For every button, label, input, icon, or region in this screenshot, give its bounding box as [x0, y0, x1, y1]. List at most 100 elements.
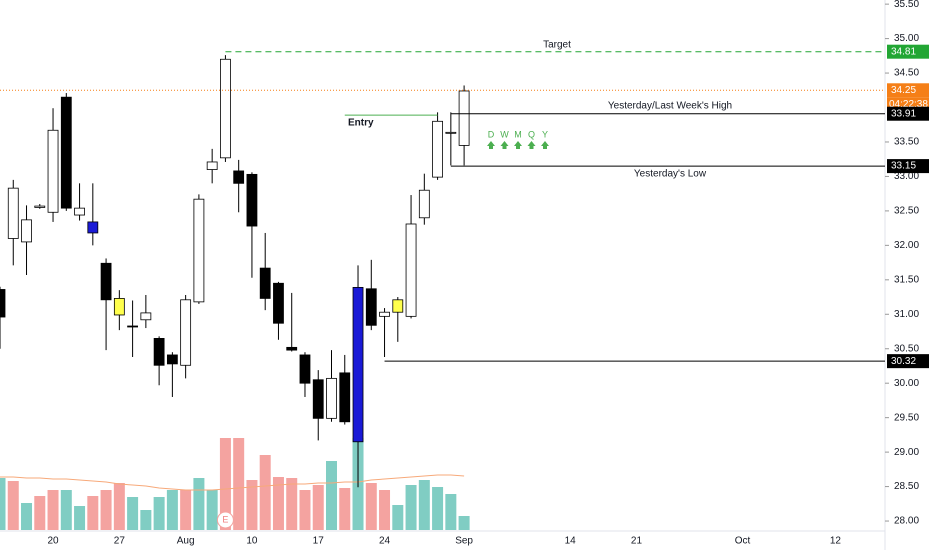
signal-arrow — [487, 141, 495, 149]
candle-body — [312, 379, 324, 419]
volume-bar — [34, 496, 46, 530]
signal-label: D — [488, 129, 495, 139]
candle-body — [140, 312, 152, 321]
level-label: Target — [543, 39, 571, 50]
volume-bar — [166, 490, 178, 530]
candle-body — [286, 346, 298, 351]
x-tick-label: 10 — [246, 536, 258, 547]
candle-body — [206, 161, 218, 170]
level-label: Yesterday/Last Week's High — [608, 100, 732, 111]
volume-bar — [312, 485, 324, 530]
signal-label: W — [500, 129, 509, 139]
candle-body — [432, 120, 443, 178]
candle-body — [127, 325, 138, 328]
x-tick-label: Sep — [455, 536, 473, 547]
level-badge — [887, 44, 929, 59]
volume-bar — [7, 481, 19, 530]
candle-body — [193, 198, 205, 303]
volume-bar — [392, 505, 404, 530]
x-tick-label: Aug — [177, 536, 195, 547]
volume-bar — [432, 487, 444, 530]
earnings-marker — [216, 511, 234, 529]
candle-body — [379, 311, 390, 317]
volume-bar — [180, 490, 192, 530]
volume-bar — [193, 478, 205, 530]
volume-bar — [233, 438, 245, 530]
volume-bar — [326, 461, 337, 530]
level-label: Yesterday's Low — [634, 169, 707, 180]
volume-bar — [272, 477, 284, 530]
last-price-badge — [887, 83, 929, 98]
candle-body — [60, 96, 72, 209]
volume-bar — [339, 488, 351, 530]
candle-body — [113, 298, 125, 316]
level-badge — [887, 106, 929, 121]
level-badge-label: 33.15 — [891, 161, 916, 172]
candle-body — [418, 189, 430, 219]
volume-bar — [445, 494, 457, 530]
x-tick-label: 21 — [631, 536, 643, 547]
level-badge-label: 33.91 — [891, 108, 916, 119]
level-badge-label: 34.81 — [891, 46, 916, 57]
signal-arrow — [527, 141, 536, 149]
candle-body — [392, 299, 404, 313]
y-tick-label: 30.50 — [894, 343, 919, 354]
level-badge-label: 30.32 — [891, 356, 916, 367]
volume-ma-line — [0, 474, 465, 491]
candle-body — [299, 354, 311, 384]
volume-bar — [206, 490, 218, 530]
signal-label: M — [514, 129, 522, 139]
candle-body — [220, 58, 231, 159]
signal-arrow — [500, 141, 509, 149]
x-tick-label: 14 — [565, 536, 577, 547]
volume-bar — [246, 480, 258, 530]
candle-body — [365, 288, 377, 326]
volume-bar — [113, 483, 125, 530]
volume-bar — [405, 485, 417, 530]
candle-body — [445, 131, 457, 134]
y-tick-label: 32.00 — [894, 240, 919, 251]
x-tick-label: 12 — [830, 536, 842, 547]
y-tick-label: 33.00 — [894, 171, 919, 182]
x-tick-label: 24 — [379, 536, 391, 547]
candle-body — [326, 377, 337, 419]
signal-arrow — [514, 141, 522, 149]
candle-body — [87, 221, 99, 234]
volume-bar — [21, 503, 33, 530]
volume-bar — [140, 510, 152, 530]
candle-body — [21, 219, 32, 243]
candle-body — [47, 129, 59, 213]
level-badge — [887, 354, 929, 369]
volume-bar — [365, 483, 377, 530]
y-tick-label: 32.50 — [894, 206, 919, 217]
candle-body — [246, 173, 258, 227]
y-tick-label: 34.50 — [894, 68, 919, 79]
x-tick-label: 20 — [47, 536, 59, 547]
y-tick-label: 29.00 — [894, 447, 919, 458]
candle-body — [405, 223, 417, 317]
volume-bar — [74, 506, 86, 530]
candle-body — [180, 299, 192, 366]
candle-body — [7, 187, 19, 239]
y-tick-label: 33.50 — [894, 137, 919, 148]
y-tick-label: 31.00 — [894, 309, 919, 320]
y-tick-label: 35.00 — [894, 33, 919, 44]
signal-label: Y — [542, 129, 548, 139]
volume-bar — [458, 516, 470, 530]
volume-bar — [87, 496, 99, 530]
volume-bar — [379, 490, 391, 530]
candle-body — [458, 90, 470, 146]
y-tick-label: 28.50 — [894, 481, 919, 492]
x-tick-label: 17 — [313, 536, 325, 547]
candle-body — [100, 262, 112, 301]
volume-bar — [100, 490, 112, 530]
volume-bar — [47, 490, 59, 530]
y-tick-label: 30.00 — [894, 378, 919, 389]
last-price-label: 34.25 — [891, 85, 916, 96]
volume-bar — [286, 478, 298, 530]
signal-arrow — [541, 141, 549, 149]
candle-body — [166, 354, 178, 365]
x-tick-label: Oct — [735, 536, 751, 547]
volume-bar — [418, 480, 430, 530]
